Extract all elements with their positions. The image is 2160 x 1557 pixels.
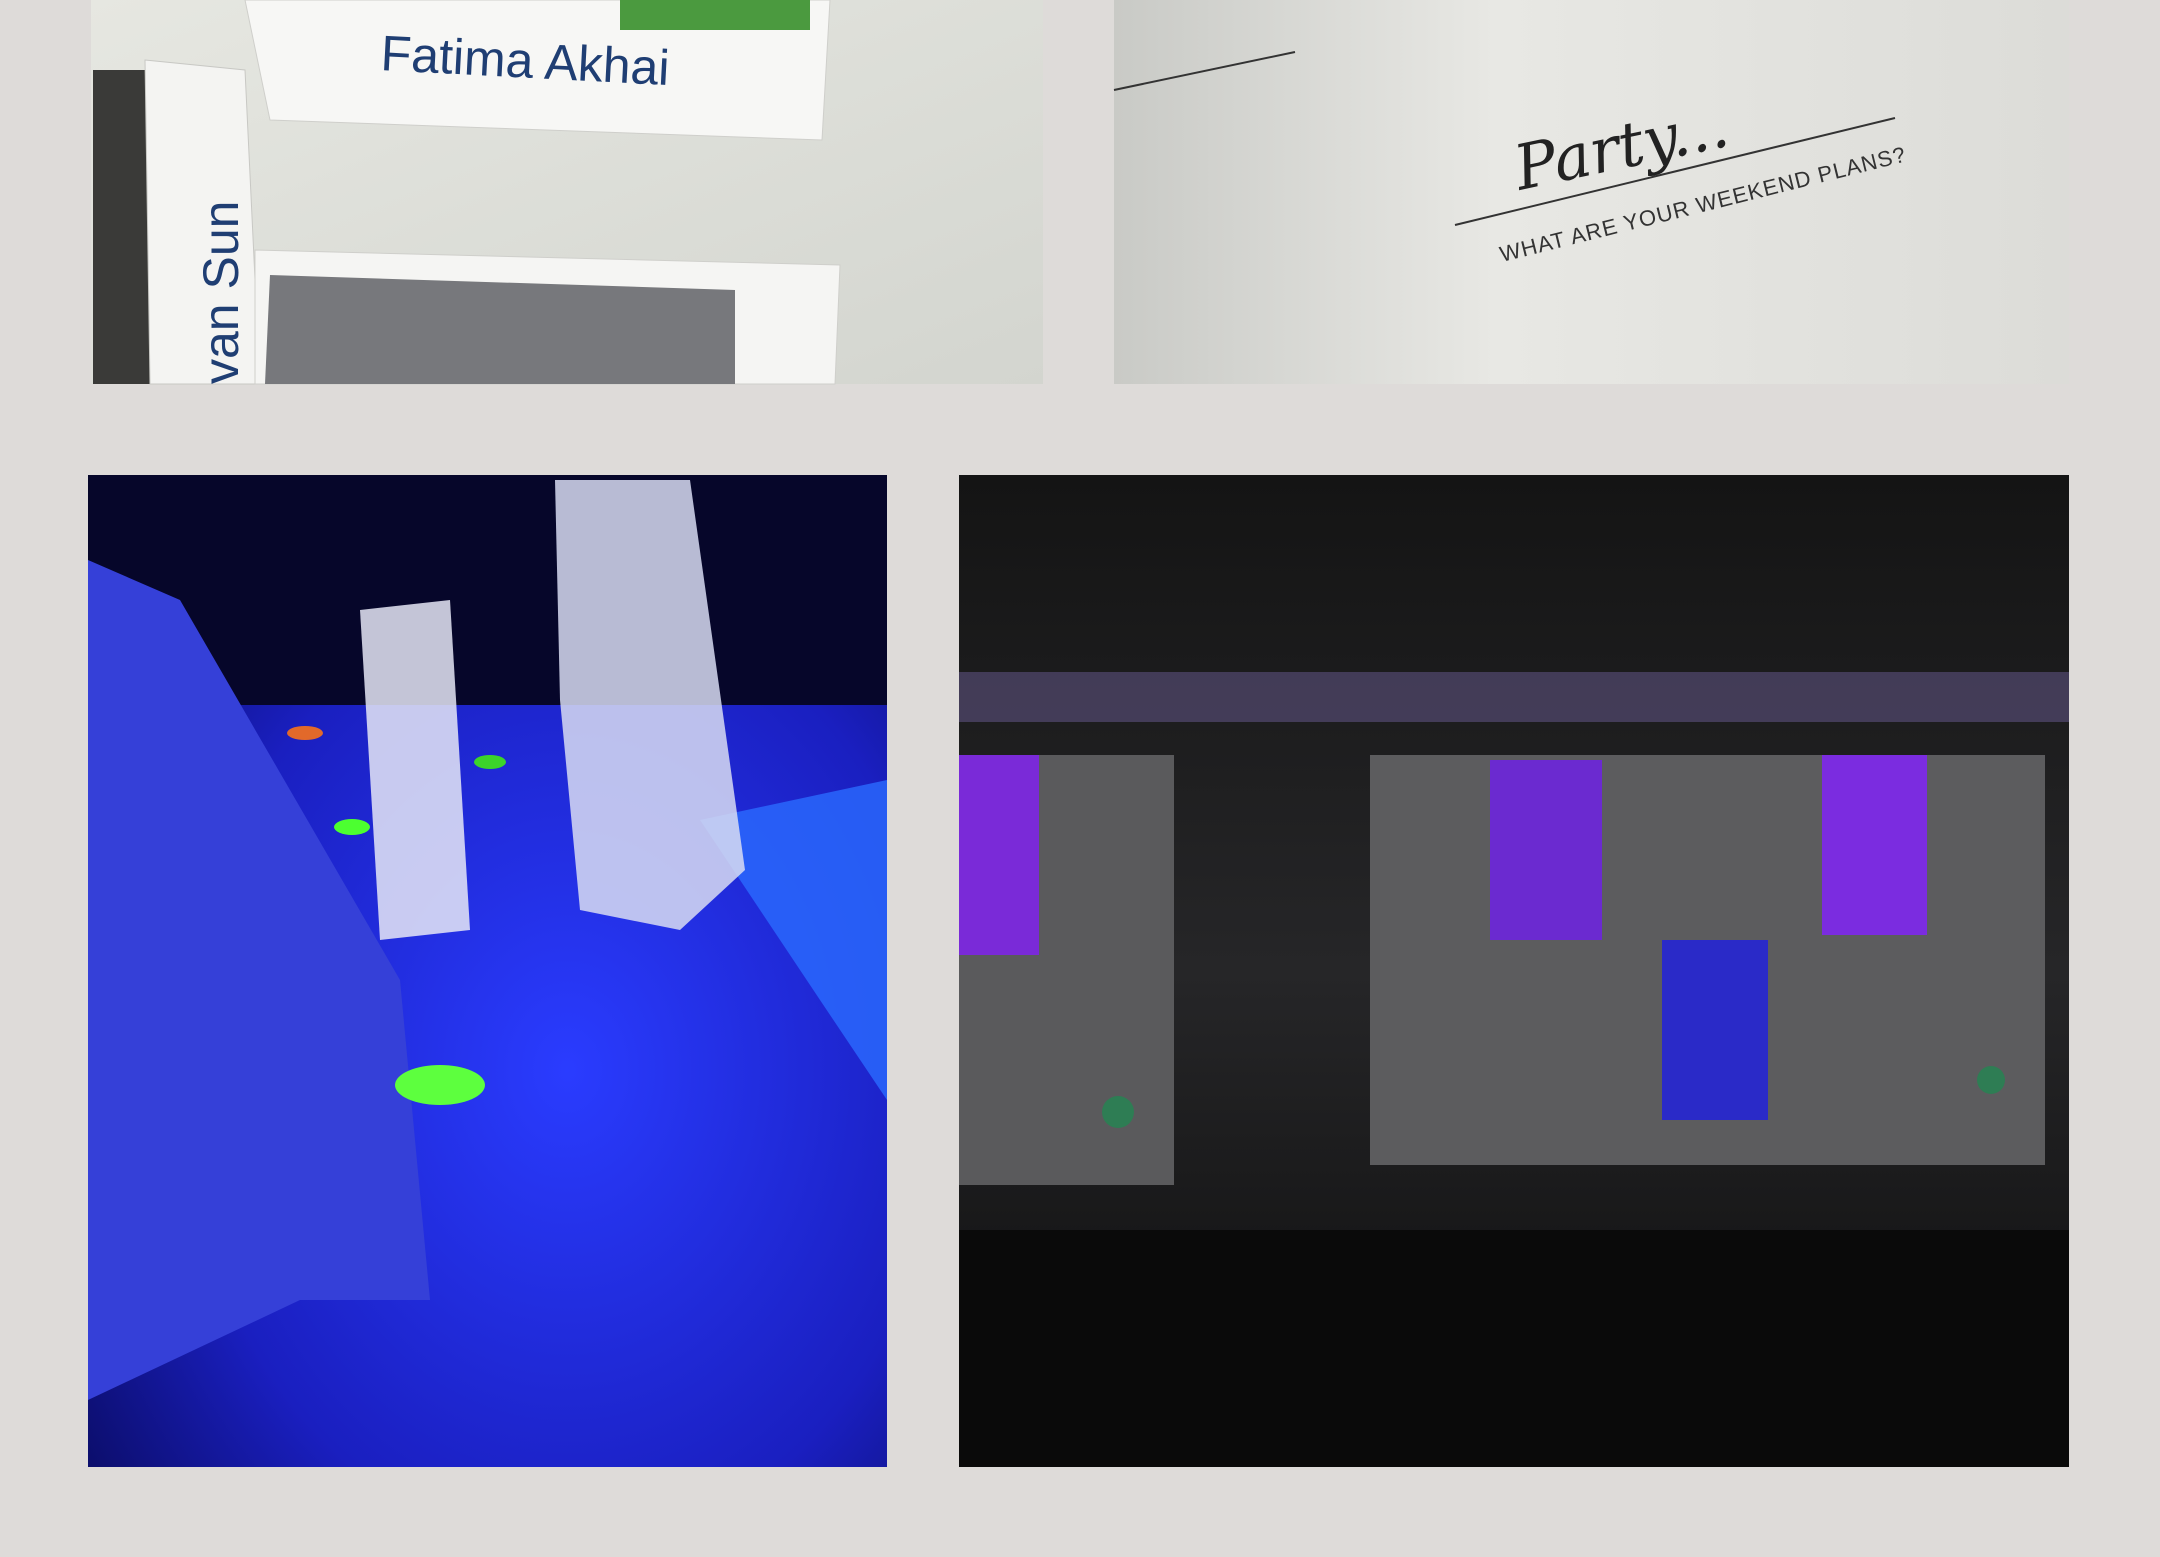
rule-line (1454, 117, 1896, 226)
ceiling-light (959, 672, 2069, 722)
glow-spot (474, 755, 506, 769)
seats (959, 1230, 2069, 1467)
person-sweater (88, 560, 430, 1400)
photo-portrait-dark (93, 70, 153, 384)
photo-auditorium (959, 475, 2069, 1467)
person-coat (555, 480, 745, 930)
video-tile (1662, 940, 1768, 1120)
person-legs (360, 600, 470, 940)
video-tile (959, 755, 1039, 955)
video-tile (1822, 755, 1927, 935)
glow-spot (334, 819, 370, 835)
rule-line (1113, 51, 1296, 91)
glow-spot (287, 726, 323, 740)
photo-name-tags: Fatima Akhai van Sun (91, 0, 1043, 385)
avatar (1977, 1066, 2005, 1094)
photo-party-sign: Party... WHAT ARE YOUR WEEKEND PLANS? (1113, 0, 2069, 384)
video-tile (1490, 760, 1602, 940)
photo-uv-room (88, 475, 887, 1467)
photo-dark-top (88, 475, 887, 705)
glow-spot (395, 1065, 485, 1105)
name-label: van Sun (193, 201, 249, 384)
photo-portrait (265, 275, 735, 384)
photo-strip (620, 0, 810, 30)
light-patch (700, 780, 887, 1100)
name-card (244, 0, 831, 141)
avatar (1102, 1096, 1134, 1128)
